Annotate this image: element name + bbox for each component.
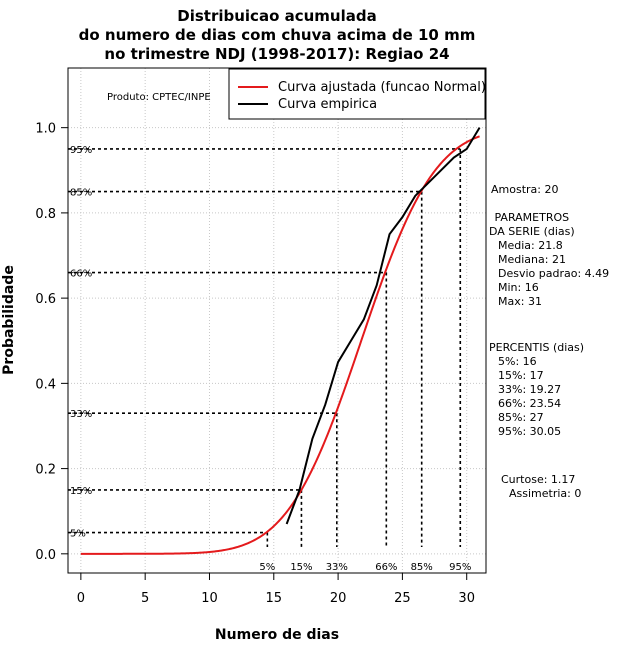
y-axis-label: Probabilidade (1, 265, 17, 375)
percentile-bottom-label-33%: 33% (326, 562, 348, 573)
percentil-66: 66%: 23.54 (498, 397, 561, 410)
y-tick-label-4: 0.8 (35, 207, 56, 222)
assimetria: Assimetria: 0 (509, 487, 581, 500)
curtose: Curtose: 1.17 (501, 473, 575, 486)
y-tick-label-2: 0.4 (35, 377, 56, 392)
param-mediana: Mediana: 21 (498, 253, 566, 266)
x-tick-label-30: 30 (458, 591, 475, 606)
y-tick-label-0: 0.0 (35, 548, 56, 563)
percentis-title: PERCENTIS (dias) (489, 341, 584, 354)
x-tick-label-0: 0 (77, 591, 85, 606)
x-tick-label-25: 25 (394, 591, 411, 606)
x-tick-label-5: 5 (141, 591, 149, 606)
percentil-33: 33%: 19.27 (498, 383, 561, 396)
chart-title-line-2: do numero de dias com chuva acima de 10 … (79, 26, 476, 44)
x-tick-label-10: 10 (201, 591, 218, 606)
percentil-15: 15%: 17 (498, 369, 544, 382)
percentile-left-label-15%: 15% (70, 486, 92, 497)
plot-frame (67, 67, 487, 574)
param-desvio: Desvio padrao: 4.49 (498, 267, 609, 280)
chart-title-line-1: Distribuicao acumulada (177, 7, 376, 25)
sample-size: Amostra: 20 (491, 183, 558, 196)
legend-label-empirical: Curva empirica (278, 97, 377, 112)
percentile-left-label-85%: 85% (70, 188, 92, 199)
y-tick-label-3: 0.6 (35, 292, 56, 307)
param-media: Media: 21.8 (498, 239, 563, 252)
x-tick-label-20: 20 (330, 591, 347, 606)
percentile-left-label-95%: 95% (70, 145, 92, 156)
percentil-5: 5%: 16 (498, 355, 537, 368)
percentil-95: 95%: 30.05 (498, 425, 561, 438)
x-axis-label: Numero de dias (215, 627, 339, 643)
legend-box (228, 68, 486, 120)
percentile-guides: 5% 5% 15% 15% 33% 33% 66% 66% 85% 85% 95% 95% (68, 145, 471, 573)
y-tick-label-1: 0.2 (35, 463, 56, 478)
chart-title-line-3: no trimestre NDJ (1998-2017): Regiao 24 (104, 45, 449, 63)
y-tick-label-5: 1.0 (35, 122, 56, 137)
percentile-bottom-label-85%: 85% (411, 562, 433, 573)
statistics-panel: Amostra: 20 PARAMETROS DA SERIE (dias) M… (489, 183, 609, 500)
legend: Curva ajustada (funcao Normal) Curva emp… (228, 68, 486, 120)
x-tick-label-15: 15 (266, 591, 283, 606)
percentile-bottom-label-5%: 5% (259, 562, 275, 573)
credit-text: Produto: CPTEC/INPE (107, 92, 211, 103)
percentil-85: 85%: 27 (498, 411, 544, 424)
parameters-title-1: PARAMETROS (491, 211, 569, 224)
param-max: Max: 31 (498, 295, 542, 308)
y-axis: 0.0 0.2 0.4 0.6 0.8 1.0 (35, 122, 68, 563)
legend-label-fitted: Curva ajustada (funcao Normal) (278, 80, 486, 95)
percentile-left-label-66%: 66% (70, 269, 92, 280)
fitted-normal-curve (80, 135, 480, 555)
percentile-bottom-label-95%: 95% (449, 562, 471, 573)
parameters-title-2: DA SERIE (dias) (489, 225, 575, 238)
percentile-bottom-label-66%: 66% (375, 562, 397, 573)
x-axis: 0 5 10 15 20 25 30 (77, 572, 475, 606)
percentile-left-label-5%: 5% (70, 529, 86, 540)
param-min: Min: 16 (498, 281, 539, 294)
percentile-bottom-label-15%: 15% (290, 562, 312, 573)
percentile-left-label-33%: 33% (70, 409, 92, 420)
grid (68, 68, 486, 573)
empirical-curve (285, 127, 481, 525)
